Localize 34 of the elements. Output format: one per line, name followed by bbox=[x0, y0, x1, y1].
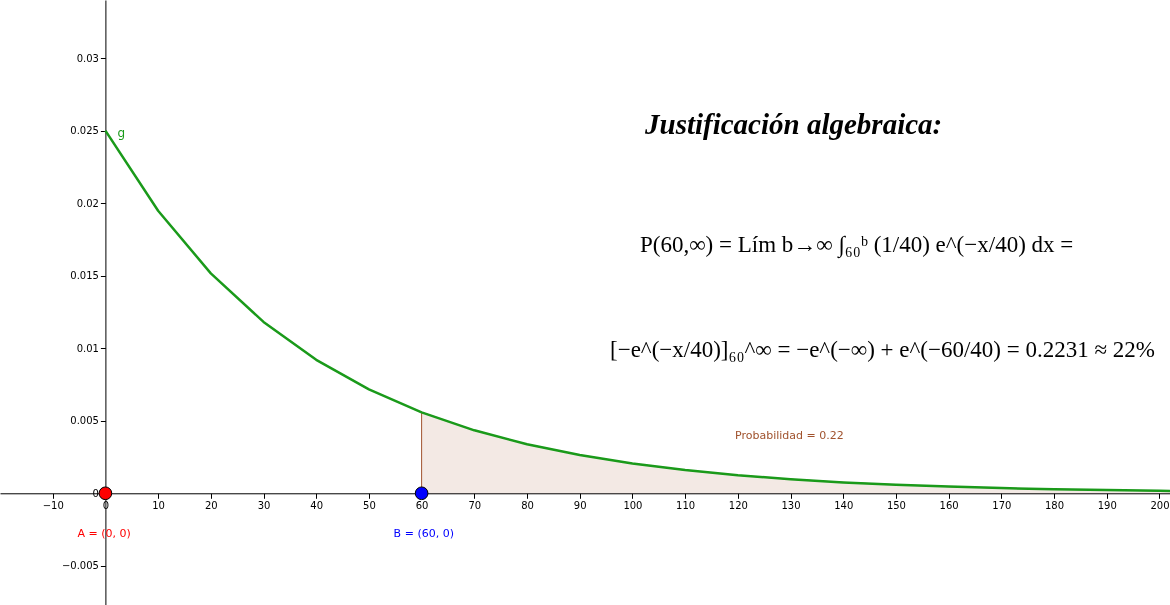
text: [−e^(−x/40)]₆₀^∞ = −e^(−∞) + e^(−60/40) = 0.2231 ≈ 22% bbox=[610, 337, 1155, 362]
x-tick-label: 50 bbox=[363, 499, 376, 511]
y-tick-label: 0.025 bbox=[70, 125, 99, 137]
x-tick-label: 170 bbox=[992, 499, 1012, 511]
x-tick-label: 160 bbox=[939, 499, 959, 511]
x-tick-label: 130 bbox=[781, 499, 801, 511]
x-tick-label: 120 bbox=[728, 499, 748, 511]
x-tick-label: 180 bbox=[1045, 499, 1065, 511]
y-tick-label: −0.005 bbox=[61, 560, 99, 572]
annotation: B = (60, 0) bbox=[393, 527, 454, 541]
series-label: g bbox=[117, 125, 126, 140]
x-tick-label: 100 bbox=[623, 499, 643, 511]
x-tick-label: −10 bbox=[42, 499, 64, 511]
x-tick-label: 80 bbox=[521, 499, 534, 511]
x-tick-label: 90 bbox=[573, 499, 587, 511]
x-tick-label: 200 bbox=[1150, 499, 1170, 511]
x-tick-label: 70 bbox=[468, 499, 482, 511]
x-tick-label: 150 bbox=[886, 499, 906, 511]
x-tick-label: 20 bbox=[204, 499, 218, 511]
x-tick-label: 30 bbox=[257, 499, 271, 511]
y-tick-label: 0 bbox=[92, 487, 99, 499]
x-tick-label: 40 bbox=[310, 499, 324, 511]
x-tick-label: 110 bbox=[676, 499, 696, 511]
text: Justificación algebraica: bbox=[644, 108, 943, 140]
x-tick-label: 190 bbox=[1097, 499, 1117, 511]
y-tick-label: 0.03 bbox=[76, 52, 99, 64]
x-tick-label: 60 bbox=[415, 499, 429, 511]
y-tick-label: 0.015 bbox=[70, 270, 99, 282]
text: P(60,∞) = Lím b→∞ ∫₆₀ᵇ (1/40) e^(−x/40) dx = bbox=[640, 232, 1074, 257]
x-tick-label: 10 bbox=[152, 499, 165, 511]
x-tick-label: 140 bbox=[834, 499, 854, 511]
y-tick-label: 0.005 bbox=[70, 415, 99, 427]
y-tick-label: 0.01 bbox=[76, 342, 99, 354]
y-tick-label: 0.02 bbox=[76, 197, 99, 209]
